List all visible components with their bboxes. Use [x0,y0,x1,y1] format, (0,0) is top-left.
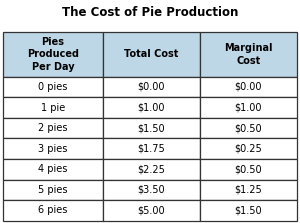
Text: $0.00: $0.00 [235,82,262,92]
Text: Pies
Produced
Per Day: Pies Produced Per Day [27,37,79,72]
Bar [200,32,297,77]
Text: $1.75: $1.75 [138,144,165,154]
Bar [103,32,200,77]
Text: The Cost of Pie Production: The Cost of Pie Production [62,6,238,19]
Text: $3.50: $3.50 [138,185,165,195]
Bar [200,138,297,159]
Text: $1.00: $1.00 [235,103,262,113]
Text: 1 pie: 1 pie [41,103,65,113]
Bar [3,138,103,159]
Bar [3,97,103,118]
Text: $1.25: $1.25 [235,185,262,195]
Bar [3,32,103,77]
Text: 3 pies: 3 pies [38,144,68,154]
Bar [200,200,297,221]
Bar [103,180,200,200]
Bar [3,118,103,138]
Bar [3,180,103,200]
Bar [3,159,103,180]
Bar [103,77,200,97]
Text: 0 pies: 0 pies [38,82,68,92]
Text: $1.50: $1.50 [138,123,165,133]
Text: $0.25: $0.25 [235,144,262,154]
Bar [103,97,200,118]
Bar [200,118,297,138]
Bar [103,200,200,221]
Text: $0.50: $0.50 [235,123,262,133]
Bar [3,200,103,221]
Text: Marginal
Cost: Marginal Cost [224,43,273,66]
Bar [103,138,200,159]
Text: $1.00: $1.00 [138,103,165,113]
Text: $0.50: $0.50 [235,164,262,174]
Bar [200,180,297,200]
Bar [200,77,297,97]
Bar [103,118,200,138]
Text: $5.00: $5.00 [138,205,165,215]
Bar [3,77,103,97]
Bar [200,159,297,180]
Text: 4 pies: 4 pies [38,164,68,174]
Text: Total Cost: Total Cost [124,50,179,60]
Text: 2 pies: 2 pies [38,123,68,133]
Bar [103,159,200,180]
Text: 5 pies: 5 pies [38,185,68,195]
Text: $2.25: $2.25 [137,164,165,174]
Bar [200,97,297,118]
Text: $1.50: $1.50 [235,205,262,215]
Text: $0.00: $0.00 [138,82,165,92]
Text: 6 pies: 6 pies [38,205,68,215]
